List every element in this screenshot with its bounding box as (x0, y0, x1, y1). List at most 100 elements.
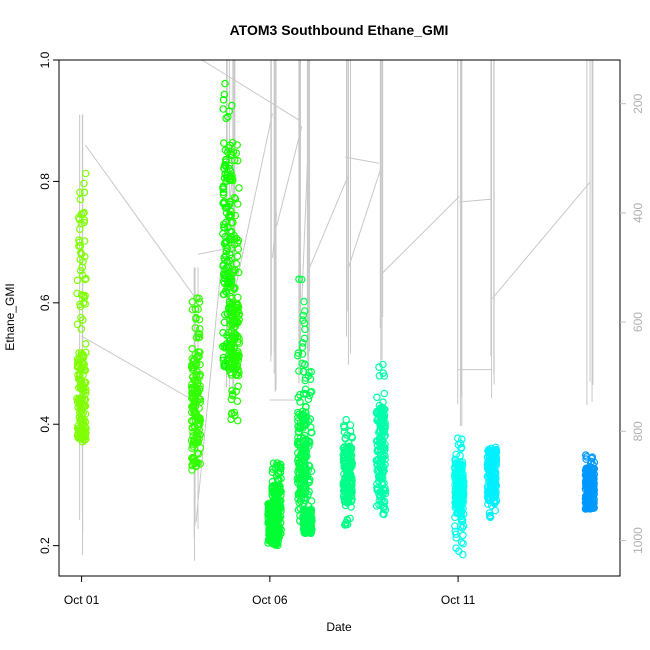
data-point (79, 299, 88, 307)
data-point (189, 402, 197, 411)
data-point (456, 503, 465, 511)
data-point (589, 483, 598, 492)
data-point (81, 435, 90, 443)
data-point (77, 210, 86, 219)
data-point (79, 409, 87, 417)
data-point (270, 534, 279, 542)
data-point (230, 315, 239, 323)
data-point (485, 456, 494, 465)
data-point (491, 492, 500, 501)
data-point (306, 423, 315, 432)
data-point (220, 290, 228, 299)
data-point (298, 350, 307, 358)
data-point (299, 311, 308, 320)
data-point (230, 235, 239, 243)
data-point (454, 481, 463, 490)
data-point (235, 184, 243, 192)
altitude-trace-segment (301, 161, 308, 301)
data-point (81, 275, 89, 284)
data-point (485, 451, 494, 459)
data-point (277, 491, 285, 500)
data-point (229, 309, 238, 318)
data-point (227, 410, 236, 418)
data-point (272, 461, 281, 470)
data-point (589, 464, 598, 473)
data-point (339, 457, 348, 466)
data-point (458, 550, 467, 559)
data-point (492, 461, 501, 470)
y-tick-label: 0.6 (38, 294, 52, 311)
data-point (376, 492, 384, 501)
data-point (377, 474, 386, 482)
data-point (80, 378, 89, 387)
data-point (196, 325, 204, 333)
data-point (80, 188, 89, 197)
data-point (75, 360, 84, 368)
x-tick-label: Oct 11 (441, 593, 476, 607)
data-point (459, 531, 467, 540)
data-point (453, 473, 462, 481)
data-point (227, 301, 235, 310)
data-point (304, 442, 313, 450)
data-point (194, 329, 203, 338)
data-point (296, 398, 304, 406)
data-point (227, 207, 235, 216)
data-point (80, 365, 89, 374)
data-point (457, 538, 466, 547)
altitude-trace-segment (201, 59, 301, 122)
data-point (459, 487, 468, 496)
data-point (486, 480, 495, 489)
altitude-trace-segment (380, 196, 460, 275)
data-point (459, 473, 467, 482)
data-point (231, 353, 240, 362)
data-point (221, 233, 230, 241)
data-point (485, 512, 494, 521)
data-point (347, 444, 356, 452)
data-point (229, 269, 238, 277)
data-point (233, 200, 242, 208)
data-point (219, 105, 228, 113)
data-point (77, 313, 85, 322)
data-point (589, 491, 598, 499)
data-point (271, 525, 280, 534)
y-tick-label: 0.2 (38, 537, 52, 554)
data-point (76, 188, 84, 197)
y-tick-label: 0.4 (38, 416, 52, 433)
data-point (79, 350, 87, 359)
data-point (81, 169, 90, 178)
data-point (231, 211, 240, 220)
data-point (276, 502, 285, 511)
data-point (340, 423, 349, 432)
data-point (307, 428, 316, 437)
data-point (220, 139, 228, 147)
data-point (459, 477, 467, 486)
data-point (301, 408, 310, 417)
data-point (221, 265, 229, 274)
data-point (459, 522, 468, 530)
data-point (234, 245, 243, 253)
data-point (457, 465, 466, 474)
data-point (294, 422, 302, 431)
data-point (296, 390, 304, 399)
data-point (228, 391, 237, 400)
data-point (220, 90, 229, 99)
data-point (307, 497, 316, 505)
data-point (80, 179, 88, 188)
data-point (219, 190, 228, 199)
x-tick-label: Oct 06 (252, 593, 288, 607)
data-point (272, 491, 281, 500)
data-point (228, 386, 236, 395)
data-point (377, 496, 386, 505)
data-point (375, 363, 383, 371)
data-point (194, 449, 203, 458)
data-point (490, 450, 499, 459)
data-point (77, 325, 86, 333)
altitude-trace-segment (347, 168, 382, 270)
data-point (452, 533, 461, 542)
data-point (191, 376, 200, 385)
altitude-trace-segment (491, 181, 591, 300)
data-point (457, 492, 466, 500)
data-point (219, 261, 228, 269)
data-point (274, 534, 283, 542)
data-point (377, 488, 386, 497)
